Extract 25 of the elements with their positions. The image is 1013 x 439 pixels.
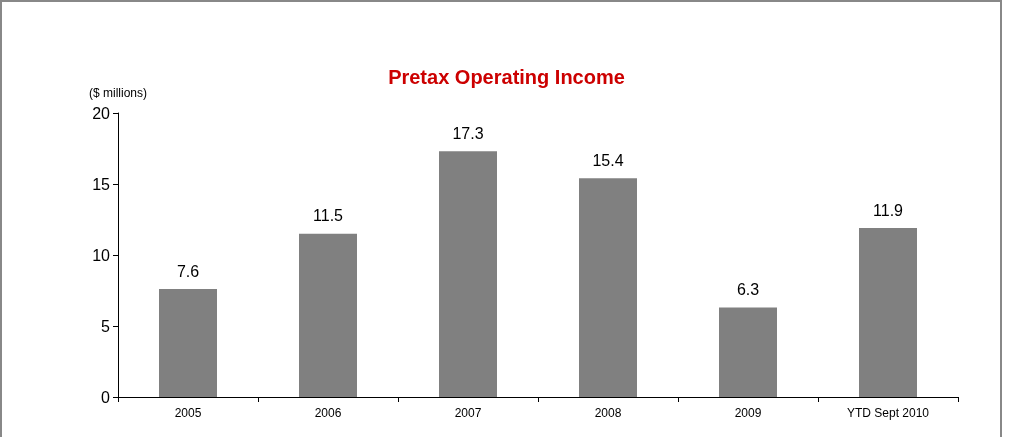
x-tick-label: 2008 [594,406,622,420]
x-tick-label: 2009 [734,406,762,420]
data-label: 15.4 [592,151,624,169]
bar [719,307,777,397]
x-tick-label: 2006 [314,406,342,420]
bar [299,233,357,397]
x-tick-label: 2007 [454,406,482,420]
y-axis-title: ($ millions) [88,86,148,100]
bar [859,228,917,397]
chart-title: Pretax Operating Income [388,66,625,88]
y-tick-label: 20 [92,104,111,122]
data-label: 11.9 [873,201,904,219]
data-label: 7.6 [176,262,200,280]
x-tick-label: YTD Sept 2010 [846,406,930,420]
y-tick-label: 10 [92,246,111,264]
data-label: 17.3 [452,124,484,142]
bar [159,289,217,397]
y-tick-label: 5 [101,317,111,335]
bar [579,178,637,397]
data-label: 6.3 [736,281,760,299]
bar [439,151,497,397]
x-tick-label: 2005 [174,406,202,420]
y-tick-label: 0 [101,388,111,406]
data-label: 11.5 [313,207,344,225]
y-tick-label: 15 [92,175,111,193]
